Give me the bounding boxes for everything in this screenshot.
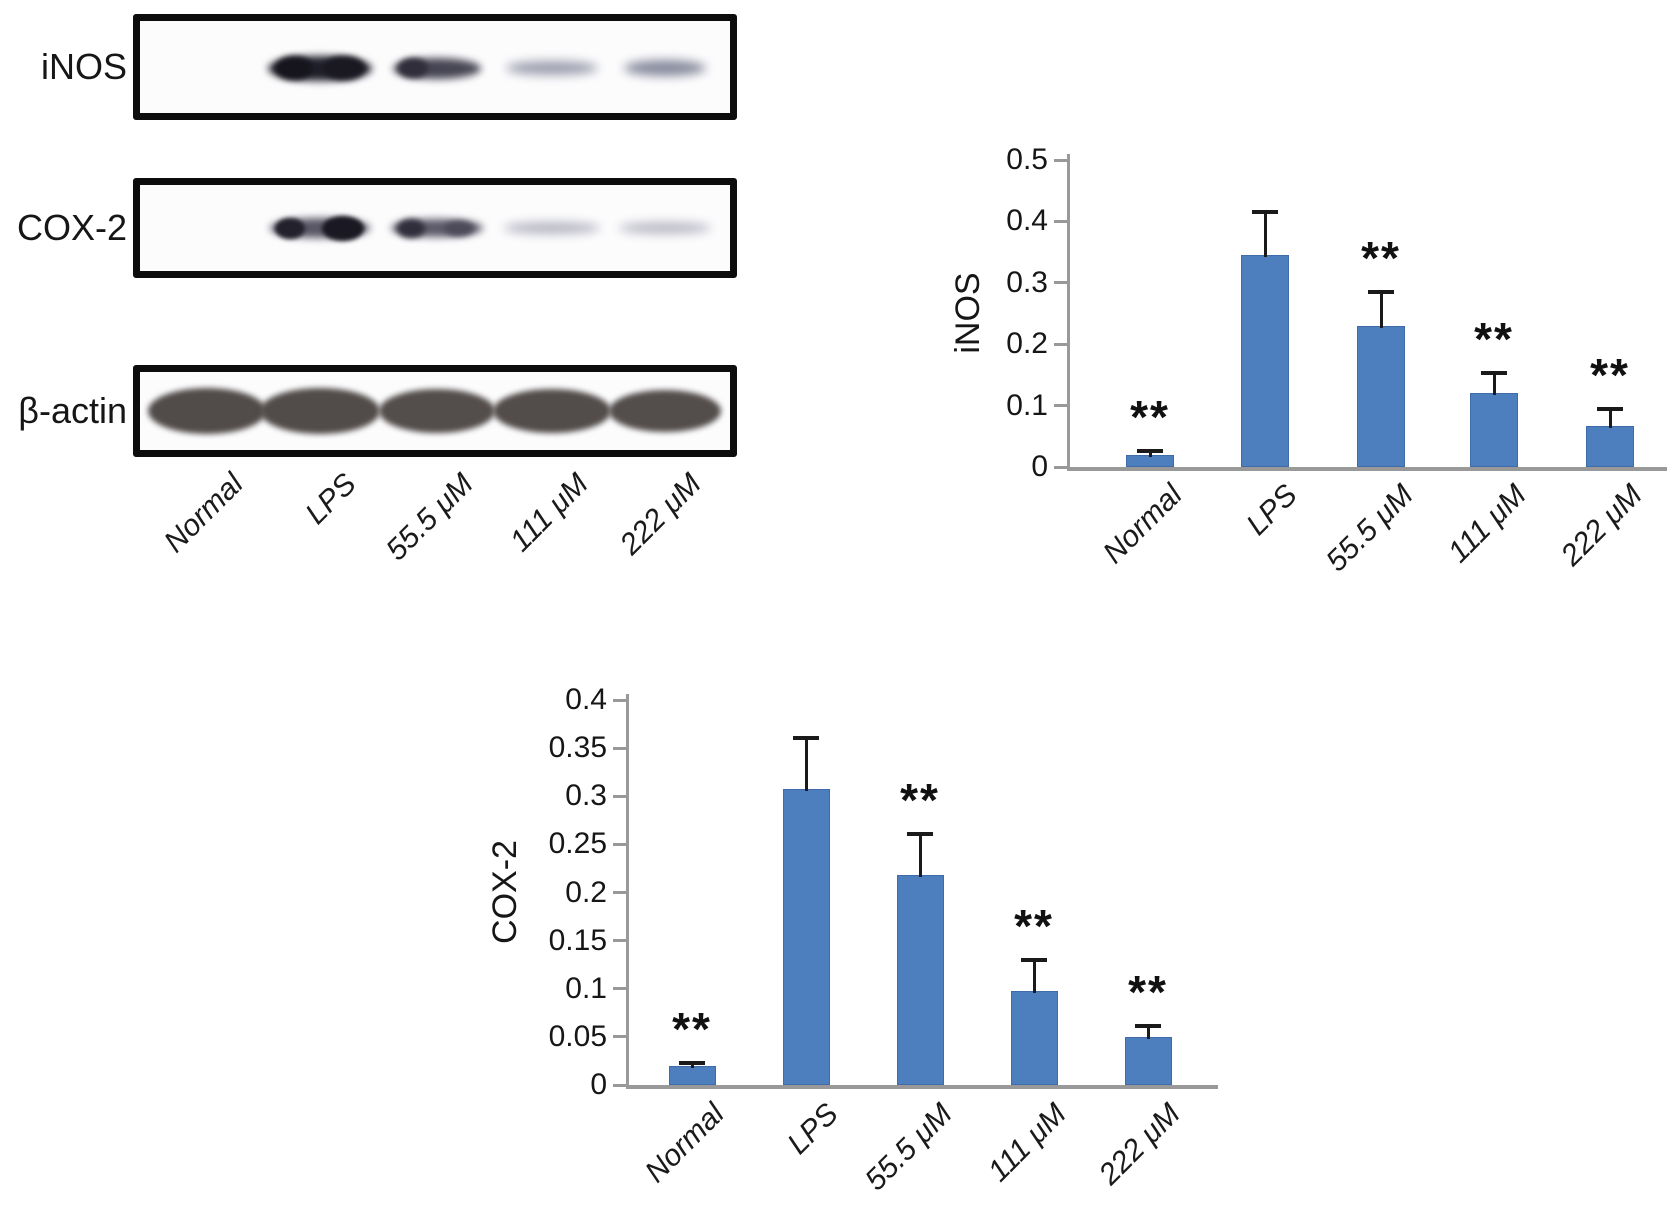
significance-marker: **	[672, 1002, 712, 1055]
error-bar-stem	[1608, 409, 1612, 428]
y-tick-label: 0.35	[548, 731, 607, 765]
category-label: Normal	[638, 1097, 731, 1189]
blot-band	[323, 56, 365, 80]
y-tick-mark	[613, 939, 626, 943]
y-tick-label: 0.15	[548, 923, 607, 957]
error-bar-stem	[918, 833, 922, 878]
y-axis-line	[626, 694, 629, 1088]
bar	[1241, 255, 1289, 467]
blot-band	[506, 61, 598, 75]
blot-band	[504, 222, 600, 234]
y-tick-mark	[613, 1083, 626, 1087]
bar	[1357, 325, 1405, 467]
bar	[1586, 425, 1634, 467]
blot-band	[397, 218, 425, 238]
significance-marker: **	[1130, 391, 1170, 444]
y-tick-mark	[1054, 465, 1067, 469]
blot-band	[493, 389, 611, 433]
cox2-bar-chart: 0 0.05 0.1 0.15 0.2 0.25 0.3 0.35 0.4 COX-2 ** Norm…	[400, 640, 1230, 1216]
bar	[1124, 1036, 1172, 1085]
blot-band	[275, 56, 313, 80]
y-axis-title: iNOS	[949, 272, 987, 354]
error-bar-stem	[1032, 959, 1036, 993]
y-tick-mark	[613, 842, 626, 846]
blot-band	[275, 217, 305, 239]
y-tick-mark	[613, 891, 626, 894]
y-tick-label: 0.5	[1006, 143, 1048, 176]
blot-band	[444, 220, 474, 236]
blot-band	[624, 60, 706, 76]
error-bar-stem	[690, 1062, 694, 1068]
y-tick-mark	[613, 794, 626, 798]
error-bar-stem	[1263, 212, 1267, 258]
y-tick-mark	[1054, 219, 1067, 223]
y-tick-label: 0.1	[1006, 388, 1048, 422]
significance-marker: **	[1590, 349, 1630, 402]
y-tick-label: 0.2	[1006, 327, 1048, 361]
y-tick-label: 0.25	[548, 827, 607, 861]
blot-row-label-bactin: β-actin	[18, 390, 127, 431]
error-bar-stem	[1148, 451, 1152, 457]
error-bar-stem	[1379, 292, 1383, 328]
error-bar-stem	[1492, 373, 1496, 396]
y-tick-mark	[1054, 404, 1067, 408]
y-tick-label: 0.4	[565, 683, 607, 716]
error-bar-stem	[1146, 1026, 1150, 1039]
y-axis-line	[1067, 154, 1070, 470]
y-tick-label: 0.3	[1006, 265, 1048, 299]
bar	[1010, 990, 1058, 1085]
y-tick-mark	[613, 987, 626, 991]
y-tick-label: 0.1	[565, 971, 607, 1005]
y-tick-label: 0.3	[565, 779, 607, 813]
y-tick-label: 0	[590, 1068, 607, 1101]
significance-marker: **	[1474, 313, 1514, 366]
error-bar-cap	[907, 831, 933, 836]
y-tick-label: 0.05	[548, 1019, 607, 1053]
y-tick-mark	[1054, 158, 1067, 162]
blot-row-label-cox2: COX-2	[16, 207, 127, 248]
blot-band	[379, 389, 495, 433]
x-axis-line	[626, 1085, 1218, 1089]
error-bar-cap	[1137, 449, 1163, 454]
y-tick-label: 0.2	[565, 875, 607, 909]
blot-band	[398, 58, 428, 78]
error-bar-cap	[1021, 957, 1047, 962]
error-bar-cap	[793, 735, 819, 740]
bar	[782, 788, 830, 1085]
y-tick-label: 0	[1031, 450, 1048, 483]
bar	[668, 1065, 716, 1085]
error-bar-cap	[1597, 407, 1623, 412]
error-bar-cap	[1481, 371, 1507, 376]
y-tick-mark	[613, 698, 626, 702]
significance-marker: **	[1014, 899, 1054, 952]
significance-marker: **	[1128, 966, 1168, 1019]
error-bar-cap	[1252, 210, 1278, 215]
blot-row-label-inos: iNOS	[40, 46, 127, 87]
x-axis-line	[1067, 467, 1667, 471]
y-tick-mark	[1054, 342, 1067, 346]
y-tick-mark	[1054, 281, 1067, 285]
error-bar-cap	[1368, 290, 1394, 294]
error-bar-cap	[1135, 1024, 1161, 1029]
error-bar-stem	[804, 737, 808, 791]
inos-bar-chart: 0 0.1 0.2 0.3 0.4 0.5 iNOS ** Normal LPS ** 55.5 μM…	[860, 60, 1670, 640]
blot-band	[260, 388, 380, 434]
error-bar-cap	[679, 1060, 705, 1065]
blot-band	[148, 388, 266, 434]
significance-marker: **	[1361, 232, 1401, 284]
blot-band	[322, 215, 364, 241]
blot-band	[609, 390, 721, 432]
bar	[1470, 393, 1518, 467]
y-tick-mark	[613, 1035, 626, 1039]
significance-marker: **	[900, 773, 940, 826]
y-tick-label: 0.4	[1006, 204, 1048, 238]
blot-band	[619, 222, 711, 234]
y-tick-mark	[613, 746, 626, 750]
y-axis-title: COX-2	[486, 840, 524, 944]
bar	[896, 875, 944, 1085]
